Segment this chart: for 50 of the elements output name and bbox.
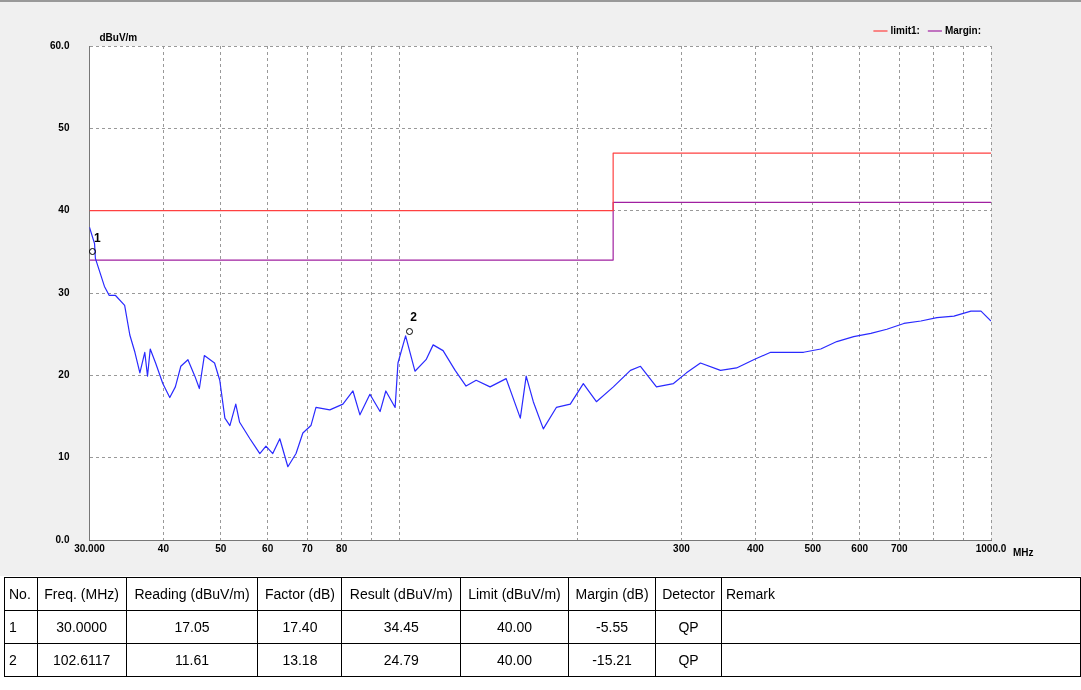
text: QP: [655, 610, 722, 644]
x-tick-label: 60: [262, 542, 274, 554]
text: No.: [4, 577, 38, 611]
text: Reading (dBuV/m): [126, 577, 258, 611]
text: 1: [4, 610, 38, 644]
text: 17.05: [126, 610, 258, 644]
x-tick-label: 400: [747, 542, 765, 554]
x-tick-label: 40: [157, 542, 170, 554]
y-axis-title: dBuV/m: [99, 31, 138, 43]
x-tick-label: 70: [301, 542, 314, 554]
x-axis-title: MHz: [1013, 546, 1034, 558]
text: Limit (dBuV/m): [460, 577, 569, 611]
annotation: 2: [410, 310, 418, 325]
legend-label: limit1:: [890, 24, 920, 36]
x-tick-label: 300: [673, 542, 691, 554]
x-tick-label: 500: [804, 542, 822, 554]
y-tick-label: 50: [58, 122, 70, 134]
text: 102.6117: [37, 643, 127, 677]
x-tick-label: 50: [215, 542, 227, 554]
text: -15.21: [568, 643, 656, 677]
text: 11.61: [126, 643, 258, 677]
x-tick-label: 1000.0: [975, 542, 1007, 554]
y-tick-label: 60.0: [49, 39, 70, 51]
y-tick-label: 0.0: [55, 533, 70, 545]
text: Margin (dB): [568, 577, 656, 611]
text: 34.45: [341, 610, 461, 644]
text: -5.55: [568, 610, 656, 644]
text: 40.00: [460, 643, 569, 677]
annotation: 1: [94, 230, 102, 245]
y-tick-label: 20: [58, 369, 70, 381]
text: QP: [655, 643, 722, 677]
text: 40.00: [460, 610, 569, 644]
y-tick-label: 10: [58, 451, 70, 463]
text: Remark: [721, 577, 1081, 611]
text: 17.40: [257, 610, 342, 644]
x-tick-label: 700: [890, 542, 909, 554]
x-tick-label: 30.000: [74, 542, 106, 554]
x-tick-label: 600: [851, 542, 869, 554]
text: Detector: [655, 577, 722, 611]
text: Result (dBuV/m): [341, 577, 461, 611]
text: 13.18: [257, 643, 342, 677]
legend-label: Margin:: [944, 24, 981, 36]
text: 2: [4, 643, 38, 677]
y-tick-label: 40: [58, 204, 70, 216]
text: Factor (dB): [257, 577, 342, 611]
x-tick-label: 80: [336, 542, 348, 554]
text: 24.79: [341, 643, 461, 677]
y-tick-label: 30: [58, 286, 70, 298]
text: 30.0000: [37, 610, 127, 644]
text: Freq. (MHz): [37, 577, 127, 611]
